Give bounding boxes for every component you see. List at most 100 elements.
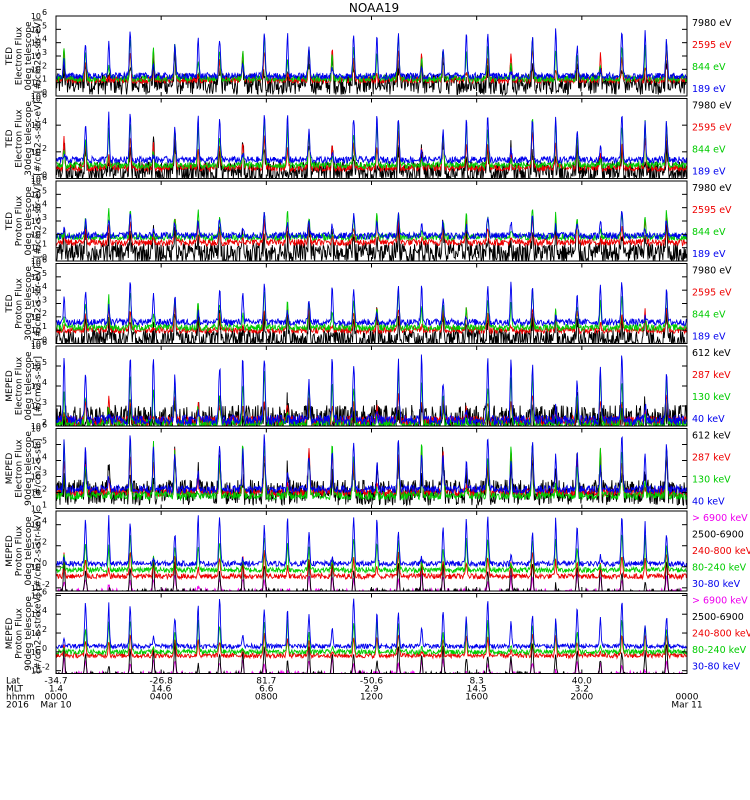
- y-tick-label: 10: [31, 273, 41, 282]
- y-axis-label: 0deg telescope: [24, 21, 34, 91]
- y-axis-label: [#/cm2-s-str-eV]: [34, 184, 44, 259]
- legend-entry: 844 eV: [692, 310, 726, 321]
- panel-3-data: [56, 281, 687, 344]
- y-tick-label: 10: [31, 402, 41, 411]
- y-tick-exponent: 5: [42, 186, 47, 195]
- x-tick-hhmm: 0800: [255, 693, 278, 703]
- y-axis-label: Proton Flux: [15, 278, 25, 329]
- y-tick-exponent: 1: [42, 75, 47, 84]
- y-tick-exponent: 0: [42, 171, 47, 180]
- y-tick-label: 10: [31, 204, 41, 213]
- y-tick-exponent: 3: [42, 48, 47, 57]
- y-tick-label: 10: [31, 591, 41, 600]
- panel-6-frame: [55, 510, 688, 592]
- legend-entry: 189 eV: [692, 249, 726, 260]
- x-tick-hhmm: 0000: [45, 693, 68, 703]
- y-tick-label: 10: [31, 260, 41, 269]
- y-axis-label: Proton Flux: [15, 608, 25, 659]
- series-line-7-1: [56, 642, 687, 674]
- panel-7-data: [56, 598, 687, 674]
- y-tick-exponent: 0: [42, 559, 47, 568]
- x-tick-lat: 40.0: [572, 677, 592, 687]
- series-line-6-4: [56, 515, 687, 568]
- x-tick-hhmm: 0000: [676, 693, 699, 703]
- y-tick-exponent: 5: [42, 269, 47, 278]
- legend-entry: 189 eV: [692, 167, 726, 178]
- y-tick-label: 10: [31, 65, 41, 74]
- x-tick-mlt: 3.2: [575, 685, 589, 695]
- x-tick-mlt: 14.5: [467, 685, 487, 695]
- y-axis-label: Electron Flux: [15, 26, 25, 85]
- legend-entry: 612 keV: [692, 348, 731, 359]
- y-tick-label: 10: [31, 286, 41, 295]
- y-axis-label: [#/cm2-s-str]: [34, 356, 44, 416]
- y-tick-label: 10: [31, 584, 41, 593]
- legend-entry: 240-800 keV: [692, 629, 750, 640]
- legend-entry: 240-800 keV: [692, 546, 750, 557]
- y-tick-label: 10: [31, 300, 41, 309]
- y-tick-label: 10: [31, 382, 41, 391]
- y-tick-label: 10: [31, 521, 41, 530]
- legend-entry: 2500-6900: [692, 612, 744, 623]
- y-tick-label: 10: [31, 92, 41, 101]
- y-tick-label: 10: [31, 52, 41, 61]
- y-tick-label: 10: [31, 79, 41, 88]
- y-tick-exponent: 4: [42, 378, 47, 387]
- x-row-label: 2016: [6, 701, 29, 711]
- y-axis-label: Electron Flux: [15, 356, 25, 415]
- panel-5-data: [56, 434, 687, 507]
- y-tick-exponent: 0: [42, 336, 47, 345]
- y-tick-exponent: 2: [42, 309, 47, 318]
- y-axis-label: 30deg telescope: [24, 101, 34, 176]
- y-tick-label: 10: [31, 121, 41, 130]
- y-axis-label: TED: [5, 129, 15, 148]
- legend-entry: 130 keV: [692, 475, 731, 486]
- series-line-5-2: [56, 439, 687, 502]
- y-tick-exponent: 5: [42, 437, 47, 446]
- y-tick-exponent: 3: [42, 398, 47, 407]
- y-tick-exponent: 6: [42, 338, 47, 347]
- y-tick-exponent: 4: [42, 117, 47, 126]
- y-axis-label: 30deg telescope: [24, 266, 34, 341]
- x-row-label: MLT: [6, 685, 24, 695]
- y-axis-label: Proton Flux: [15, 525, 25, 576]
- y-tick-exponent: 2: [42, 418, 47, 427]
- legend-entry: 7980 eV: [692, 18, 732, 29]
- y-tick-exponent: 4: [42, 200, 47, 209]
- y-tick-label: 10: [31, 217, 41, 226]
- y-tick-label: 10: [31, 610, 41, 619]
- y-tick-exponent: 2: [42, 61, 47, 70]
- y-tick-label: 10: [31, 326, 41, 335]
- x-tick-lat: -50.6: [360, 677, 384, 687]
- y-tick-label: 10: [31, 667, 41, 676]
- y-tick-exponent: 4: [42, 606, 47, 615]
- y-axis-label: TED: [5, 47, 15, 66]
- x-tick-lat: -34.7: [44, 677, 67, 687]
- y-axis-label: 90deg telescope: [24, 596, 34, 671]
- series-line-7-3: [56, 619, 687, 656]
- panel-4-data: [56, 354, 687, 426]
- legend-entry: 612 keV: [692, 431, 731, 442]
- series-line-4-3: [56, 354, 687, 426]
- y-tick-exponent: 3: [42, 213, 47, 222]
- x-tick-hhmm: 1600: [465, 693, 488, 703]
- x-tick-lat: -26.8: [150, 677, 174, 687]
- y-axis-label: [#/cm2-s-str-eV]: [34, 101, 44, 176]
- y-axis-label: MEPED: [5, 618, 15, 650]
- y-tick-label: 10: [31, 629, 41, 638]
- y-tick-label: 10: [31, 542, 41, 551]
- series-line-7-4: [56, 598, 687, 651]
- y-tick-label: 10: [31, 648, 41, 657]
- legend-entry: 189 eV: [692, 84, 726, 95]
- y-tick-label: 10: [31, 422, 41, 431]
- y-tick-exponent: 6: [42, 256, 47, 265]
- y-tick-exponent: 4: [42, 453, 47, 462]
- y-tick-label: 10: [31, 230, 41, 239]
- x-tick-hhmm: 0400: [150, 693, 173, 703]
- legend-entry: > 6900 keV: [692, 596, 748, 607]
- legend-entry: 40 keV: [692, 414, 725, 425]
- legend-entry: 80-240 keV: [692, 563, 747, 574]
